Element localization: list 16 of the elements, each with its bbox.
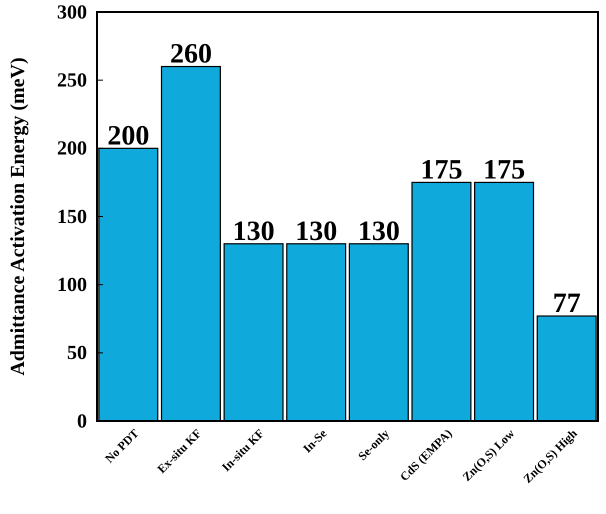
data-label: 77 <box>552 288 581 320</box>
data-label: 200 <box>107 120 150 152</box>
y-tick-label: 250 <box>57 70 87 92</box>
data-label: 175 <box>483 154 526 186</box>
y-tick-label: 200 <box>57 138 87 160</box>
y-tick-label: 50 <box>67 342 87 364</box>
data-label: 130 <box>295 216 338 247</box>
y-tick-label: 150 <box>57 206 87 228</box>
data-label: 130 <box>232 216 275 247</box>
data-label: 175 <box>420 154 462 186</box>
y-tick-label: 0 <box>77 410 87 432</box>
data-label: 130 <box>358 216 400 247</box>
y-tick-label: 300 <box>57 1 87 24</box>
y-tick-label: 100 <box>57 274 87 296</box>
y-axis-title: Admittance Activation Energy (meV) <box>7 57 29 376</box>
data-label: 260 <box>170 38 212 70</box>
